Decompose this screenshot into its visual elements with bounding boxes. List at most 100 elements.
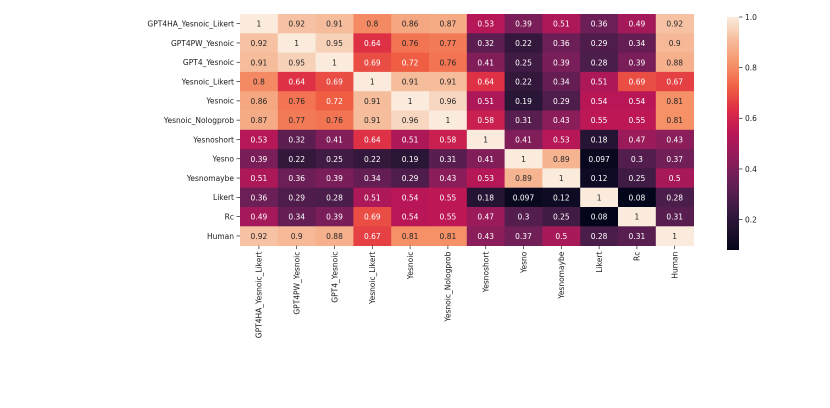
x-tick-label: Human	[671, 251, 680, 278]
x-tick-label: Rc	[633, 252, 642, 261]
heatmap-cell-r6-c9	[580, 129, 619, 150]
cell-value-label: 0.67	[666, 78, 683, 87]
heatmap-cell-r9-c7	[504, 187, 543, 208]
cell-value-label: 0.64	[364, 135, 381, 144]
colorbar-tick-label: 1.0	[745, 13, 757, 22]
cell-value-label: 0.91	[440, 78, 457, 87]
cell-value-label: 0.9	[669, 39, 681, 48]
heatmap-cell-r4-c0	[240, 91, 279, 111]
heatmap-cell-r11-c2	[315, 226, 354, 246]
cell-value-label: 0.55	[440, 213, 457, 222]
cell-value-label: 0.41	[477, 155, 494, 164]
cell-value-label: 0.47	[477, 213, 494, 222]
heatmap-cell-r1-c7	[504, 33, 543, 53]
cell-value-label: 0.36	[288, 174, 305, 183]
cell-value-label: 0.31	[440, 155, 457, 164]
cell-value-label: 0.41	[477, 58, 494, 67]
cell-value-label: 0.22	[288, 155, 305, 164]
heatmap-cell-r0-c10	[618, 14, 657, 34]
heatmap-cell-r0-c11	[655, 14, 694, 34]
heatmap-cell-r4-c1	[277, 91, 316, 111]
y-tick-label: GPT4HA_Yesnoic_Likert	[147, 19, 234, 28]
cell-value-label: 0.55	[440, 193, 457, 202]
heatmap-cell-r5-c0	[240, 110, 279, 131]
heatmap-cell-r4-c2	[315, 91, 354, 111]
heatmap-cell-r6-c11	[655, 129, 694, 150]
heatmap-cell-r6-c6	[466, 129, 505, 150]
heatmap-cell-r1-c3	[353, 33, 392, 53]
heatmap-cell-r5-c1	[277, 110, 316, 131]
y-tick-label: Rc	[225, 212, 234, 221]
heatmap-cell-r10-c6	[466, 207, 505, 227]
heatmap-cell-r4-c3	[353, 91, 392, 111]
cell-value-label: 0.8	[253, 78, 265, 87]
cell-value-label: 0.31	[515, 116, 532, 125]
heatmap-cell-r4-c9	[580, 91, 619, 111]
cell-value-label: 0.69	[364, 58, 381, 67]
heatmap-cells	[240, 14, 694, 246]
cell-value-label: 0.9	[291, 232, 303, 241]
y-tick-label: GPT4_Yesnoic	[183, 58, 234, 67]
heatmap-cell-r0-c3	[353, 14, 392, 34]
heatmap-cell-r1-c6	[466, 33, 505, 53]
heatmap-cell-r9-c0	[240, 187, 279, 208]
cell-value-label: 0.29	[591, 39, 608, 48]
heatmap-cell-r9-c5	[429, 187, 468, 208]
heatmap-cell-r0-c9	[580, 14, 619, 34]
cell-value-label: 0.25	[553, 213, 570, 222]
cell-value-label: 0.34	[364, 174, 381, 183]
heatmap-cell-r4-c10	[618, 91, 657, 111]
cell-value-label: 0.39	[515, 20, 532, 29]
cell-value-label: 0.3	[518, 213, 530, 222]
heatmap-cell-r10-c5	[429, 207, 468, 227]
cell-value-label: 0.47	[629, 135, 646, 144]
cell-value-label: 0.32	[477, 39, 494, 48]
heatmap-cell-r9-c1	[277, 187, 316, 208]
cell-value-label: 0.55	[629, 116, 646, 125]
cell-value-label: 0.41	[326, 135, 343, 144]
heatmap-cell-r8-c10	[618, 168, 657, 189]
heatmap-cell-r5-c3	[353, 110, 392, 131]
cell-value-label: 0.12	[591, 174, 608, 183]
y-tick-label: Yesnoic	[205, 97, 234, 106]
heatmap-cell-r2-c4	[391, 52, 430, 73]
colorbar-scale	[727, 17, 739, 250]
heatmap-cell-r10-c10	[618, 207, 657, 227]
cell-value-label: 1	[597, 193, 602, 202]
x-tick-label: Yesnoic	[406, 252, 415, 281]
heatmap-cell-r11-c0	[240, 226, 279, 246]
cell-value-label: 0.88	[326, 232, 343, 241]
cell-value-label: 0.31	[666, 213, 683, 222]
heatmap-cell-r11-c7	[504, 226, 543, 246]
heatmap-cell-r2-c2	[315, 52, 354, 73]
cell-value-label: 0.39	[326, 174, 343, 183]
cell-value-label: 0.64	[288, 78, 305, 87]
heatmap-cell-r3-c3	[353, 71, 392, 92]
cell-value-label: 0.72	[402, 58, 419, 67]
cell-value-label: 0.96	[440, 97, 457, 106]
cell-value-label: 0.91	[251, 58, 268, 67]
cell-value-label: 0.12	[553, 193, 570, 202]
cell-value-label: 0.95	[326, 39, 343, 48]
heatmap-cell-r9-c6	[466, 187, 505, 208]
cell-value-label: 0.43	[666, 135, 683, 144]
heatmap-cell-r7-c4	[391, 149, 430, 169]
cell-value-label: 0.36	[591, 20, 608, 29]
heatmap-cell-r5-c10	[618, 110, 657, 131]
cell-value-label: 0.25	[326, 155, 343, 164]
heatmap-cell-r4-c7	[504, 91, 543, 111]
cell-value-label: 0.8	[366, 20, 378, 29]
cell-value-label: 0.49	[629, 20, 646, 29]
x-tick-label: Yesno	[519, 251, 528, 274]
cell-value-label: 0.37	[515, 232, 532, 241]
cell-value-label: 0.81	[666, 97, 683, 106]
y-tick-label: Yesnomaybe	[186, 174, 235, 183]
cell-value-label: 0.54	[629, 97, 646, 106]
heatmap-cell-r2-c3	[353, 52, 392, 73]
heatmap-cell-r3-c1	[277, 71, 316, 92]
x-tick-label: Yesnoic_Nologprob	[444, 251, 453, 322]
heatmap-cell-r5-c11	[655, 110, 694, 131]
cell-value-label: 0.51	[477, 97, 494, 106]
x-tick-label: Likert	[595, 252, 604, 273]
heatmap-cell-r4-c4	[391, 91, 430, 111]
